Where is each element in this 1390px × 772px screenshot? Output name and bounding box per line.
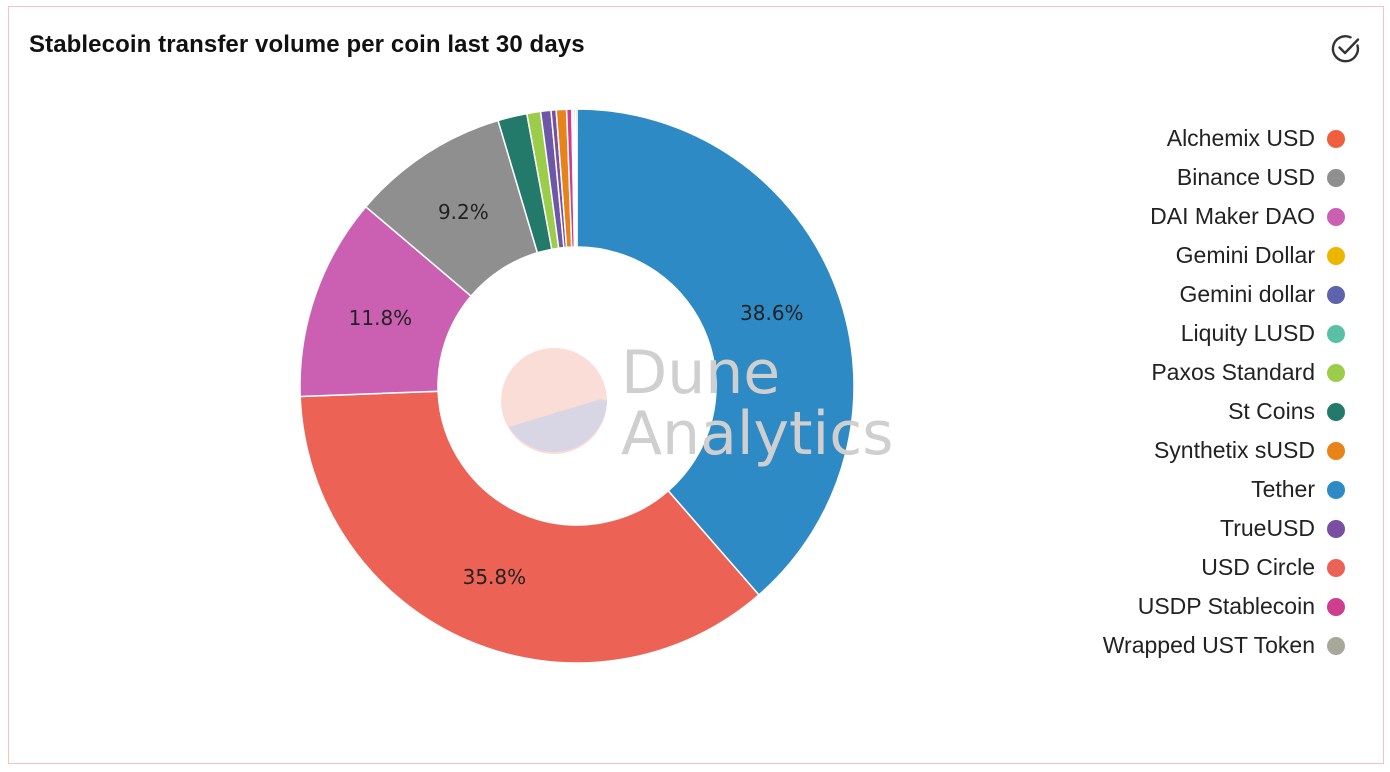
legend-item[interactable]: USDP Stablecoin — [1045, 587, 1345, 626]
slice-usd-circle[interactable] — [299, 390, 760, 664]
watermark-logo-bottom — [509, 399, 607, 453]
legend-dot-icon — [1327, 402, 1345, 421]
legend-label: USDP Stablecoin — [1137, 593, 1315, 619]
legend-item[interactable]: Binance USD — [1045, 158, 1345, 197]
legend-item[interactable]: Synthetix sUSD — [1045, 431, 1345, 470]
chart-card: Stablecoin transfer volume per coin last… — [8, 6, 1384, 764]
slice-label-binance-usd: 9.2% — [438, 200, 489, 224]
legend-label: Binance USD — [1176, 164, 1315, 190]
chart-title: Stablecoin transfer volume per coin last… — [29, 31, 585, 58]
slice-label-dai-maker-dao: 11.8% — [349, 306, 413, 330]
legend-label: Liquity LUSD — [1180, 320, 1315, 346]
legend-label: TrueUSD — [1220, 515, 1315, 541]
legend-dot-icon — [1327, 636, 1345, 655]
legend-item[interactable]: USD Circle — [1045, 548, 1345, 587]
legend-item[interactable]: Wrapped UST Token — [1045, 626, 1345, 665]
legend-dot-icon — [1327, 480, 1345, 499]
legend-dot-icon — [1327, 363, 1345, 382]
slice-tether[interactable] — [576, 108, 855, 596]
legend-dot-icon — [1327, 168, 1345, 187]
legend-dot-icon — [1327, 285, 1345, 304]
legend-dot-icon — [1327, 129, 1345, 148]
legend-label: Alchemix USD — [1166, 125, 1315, 151]
legend-item[interactable]: Liquity LUSD — [1045, 314, 1345, 353]
legend-label: Gemini dollar — [1179, 281, 1316, 307]
legend-label: Wrapped UST Token — [1102, 632, 1315, 658]
slice-labels: 38.6% 35.8% 11.8% 9.2% — [349, 200, 804, 589]
legend: Alchemix USD Binance USD DAI Maker DAO Gemi… — [1045, 119, 1345, 665]
legend-label: Gemini Dollar — [1175, 242, 1315, 268]
legend-item[interactable]: TrueUSD — [1045, 509, 1345, 548]
watermark-line1: Dune — [621, 338, 780, 408]
legend-label: USD Circle — [1201, 554, 1315, 580]
slices — [299, 108, 855, 664]
legend-label: Paxos Standard — [1151, 359, 1315, 385]
donut-chart: Dune Analytics 38.6% 35.8% 11.8% 9.2% — [299, 108, 893, 664]
legend-dot-icon — [1327, 324, 1345, 343]
legend-dot-icon — [1327, 597, 1345, 616]
slice-label-tether: 38.6% — [740, 301, 804, 325]
legend-item[interactable]: Gemini dollar — [1045, 275, 1345, 314]
legend-item[interactable]: Tether — [1045, 470, 1345, 509]
legend-label: Synthetix sUSD — [1153, 437, 1315, 463]
legend-dot-icon — [1327, 441, 1345, 460]
dune-watermark: Dune Analytics — [501, 338, 893, 469]
legend-label: St Coins — [1228, 398, 1315, 424]
check-circle-icon[interactable] — [1329, 31, 1363, 65]
legend-item[interactable]: Alchemix USD — [1045, 119, 1345, 158]
legend-label: DAI Maker DAO — [1150, 203, 1315, 229]
slice-wrapped-ust-token[interactable] — [574, 108, 578, 248]
legend-dot-icon — [1327, 558, 1345, 577]
legend-dot-icon — [1327, 519, 1345, 538]
slice-label-usd-circle: 35.8% — [463, 565, 527, 589]
legend-item[interactable]: St Coins — [1045, 392, 1345, 431]
legend-item[interactable]: DAI Maker DAO — [1045, 197, 1345, 236]
legend-item[interactable]: Paxos Standard — [1045, 353, 1345, 392]
legend-label: Tether — [1251, 476, 1315, 502]
watermark-line2: Analytics — [621, 399, 893, 469]
legend-item[interactable]: Gemini Dollar — [1045, 236, 1345, 275]
legend-dot-icon — [1327, 246, 1345, 265]
legend-dot-icon — [1327, 207, 1345, 226]
